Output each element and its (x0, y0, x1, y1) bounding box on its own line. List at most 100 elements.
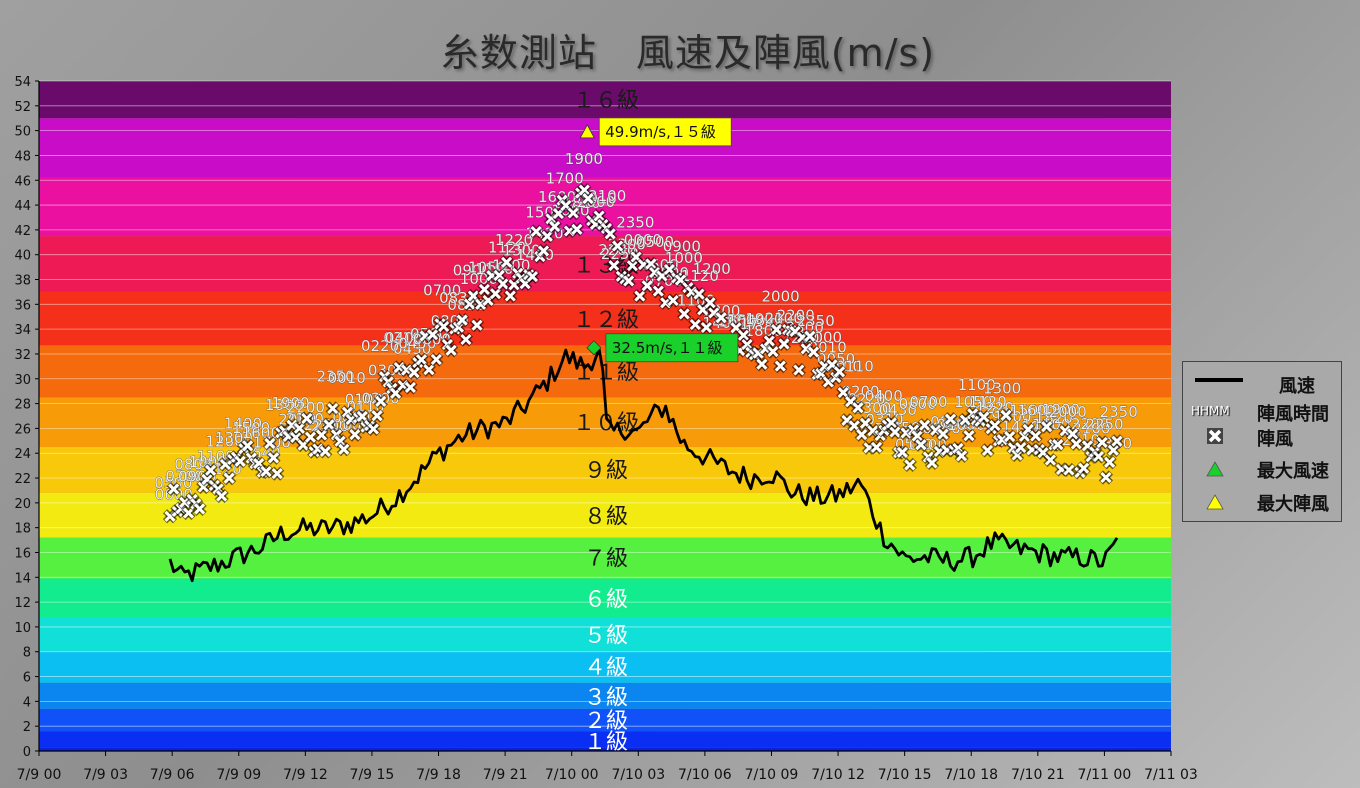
x-tick-label: 7/10 09 (745, 767, 799, 783)
gust-time-label: 1120 (681, 267, 719, 285)
gust-marker (773, 358, 788, 374)
gust-time-label: 1220 (495, 231, 533, 249)
x-tick-label: 7/9 21 (483, 767, 528, 783)
gust-marker (240, 438, 255, 453)
gust-marker (540, 229, 555, 244)
gust-time-label: 1600 (242, 424, 280, 442)
gust-marker (443, 343, 459, 358)
y-tick-label: 8 (23, 646, 31, 661)
band-12 (39, 291, 1171, 346)
y-tick-label: 0 (23, 745, 31, 760)
gust-time-label: 0900 (453, 261, 491, 279)
gust-marker (436, 319, 451, 334)
gust-marker (791, 362, 806, 378)
gust-marker (1065, 426, 1080, 442)
gust-marker (610, 238, 625, 254)
y-tick-label: 20 (14, 497, 31, 512)
gust-marker (628, 249, 644, 265)
y-tick-label: 6 (23, 671, 31, 686)
y-tick-label: 38 (14, 274, 31, 289)
gust-marker (754, 357, 770, 372)
gust-time-label: 2100 (588, 187, 626, 205)
gust-x-swatch (1207, 428, 1223, 444)
y-tick-label: 54 (14, 75, 31, 90)
gust-marker (632, 288, 647, 304)
gust-marker (580, 191, 596, 206)
gust-marker (910, 428, 925, 444)
gust-time-label: 0220 (361, 337, 399, 355)
legend-item-max-gust: 最大陣風 (1183, 490, 1343, 516)
gust-marker (1017, 429, 1032, 444)
gust-time-label: 2000 (1049, 403, 1087, 421)
beaufort-band-label: １２級 (573, 308, 639, 333)
max-wind-marker (586, 340, 602, 356)
gust-time-label: 1120 (969, 393, 1007, 411)
gust-marker (366, 421, 381, 437)
gust-time-label: 0500 (154, 474, 192, 492)
gust-time-label: 1700 (740, 315, 778, 333)
max-wind-box (605, 333, 739, 363)
gust-time-label: 2200 (777, 306, 815, 324)
legend-label-max-gust: 最大陣風 (1257, 494, 1329, 515)
gust-time-label: 1050 (954, 393, 992, 411)
y-tick-label: 24 (14, 447, 31, 462)
gust-time-label: 2350 (616, 214, 654, 232)
gust-time-label: 1800 (265, 396, 303, 414)
gust-marker (776, 336, 792, 352)
x-tick-label: 7/10 03 (611, 767, 665, 783)
gust-marker (492, 268, 507, 283)
gust-marker (499, 255, 514, 270)
y-tick-label: 12 (14, 596, 31, 611)
gust-time-label: 0010 (809, 338, 847, 356)
gust-time-label: 2200 (1071, 415, 1109, 433)
gust-marker (373, 394, 388, 409)
gust-time-label: 2350 (1100, 403, 1138, 421)
gust-marker (303, 430, 318, 445)
x-tick-label: 7/10 00 (545, 767, 599, 783)
gust-marker (1091, 449, 1106, 464)
gust-marker (1095, 435, 1110, 450)
beaufort-band-label: ８級 (584, 504, 628, 529)
legend-item-max-wind: 最大風速 (1183, 457, 1343, 483)
beaufort-band-label: ７級 (584, 546, 628, 571)
gust-time-label: 0700 (909, 393, 947, 411)
gust-marker (270, 466, 285, 481)
gust-time-label: 0700 (165, 467, 203, 485)
y-tick-label: 30 (14, 373, 31, 388)
gust-marker (976, 409, 991, 425)
gust-marker (1028, 428, 1043, 444)
gust-marker (832, 364, 847, 379)
gust-marker (603, 226, 618, 241)
y-tick-label: 2 (23, 720, 31, 735)
gust-marker (318, 444, 333, 459)
legend-item-gust: 陣風 (1183, 425, 1343, 450)
band-calm (39, 747, 1171, 751)
gust-marker (403, 380, 418, 395)
gust-marker (488, 286, 503, 301)
gust-marker (566, 205, 581, 221)
gust-marker (769, 322, 784, 337)
y-tick-label: 36 (14, 298, 31, 313)
gust-time-label: 0010 (328, 369, 366, 387)
gust-marker (321, 417, 337, 432)
gust-time-label: 1200 (206, 432, 244, 450)
y-tick-label: 28 (14, 398, 31, 413)
band-4 (39, 651, 1171, 683)
gust-time-label: 1300 (502, 241, 540, 259)
gust-marker (1098, 470, 1114, 485)
legend-label-max-wind: 最大風速 (1257, 461, 1329, 482)
gust-marker (621, 273, 636, 289)
gust-marker (414, 352, 429, 367)
gust-marker (651, 283, 666, 299)
y-tick-label: 44 (14, 199, 31, 214)
gust-marker (458, 332, 474, 347)
gust-time-label: 0900 (663, 238, 701, 256)
gust-marker (469, 318, 485, 333)
gust-time-label: 0100 (345, 391, 383, 409)
max-wind-text: 32.5m/s,１１級 (612, 339, 723, 357)
gust-marker (406, 365, 422, 380)
gust-marker (736, 328, 751, 343)
gust-time-label: 1900 (1042, 401, 1080, 419)
gust-marker (477, 282, 492, 297)
